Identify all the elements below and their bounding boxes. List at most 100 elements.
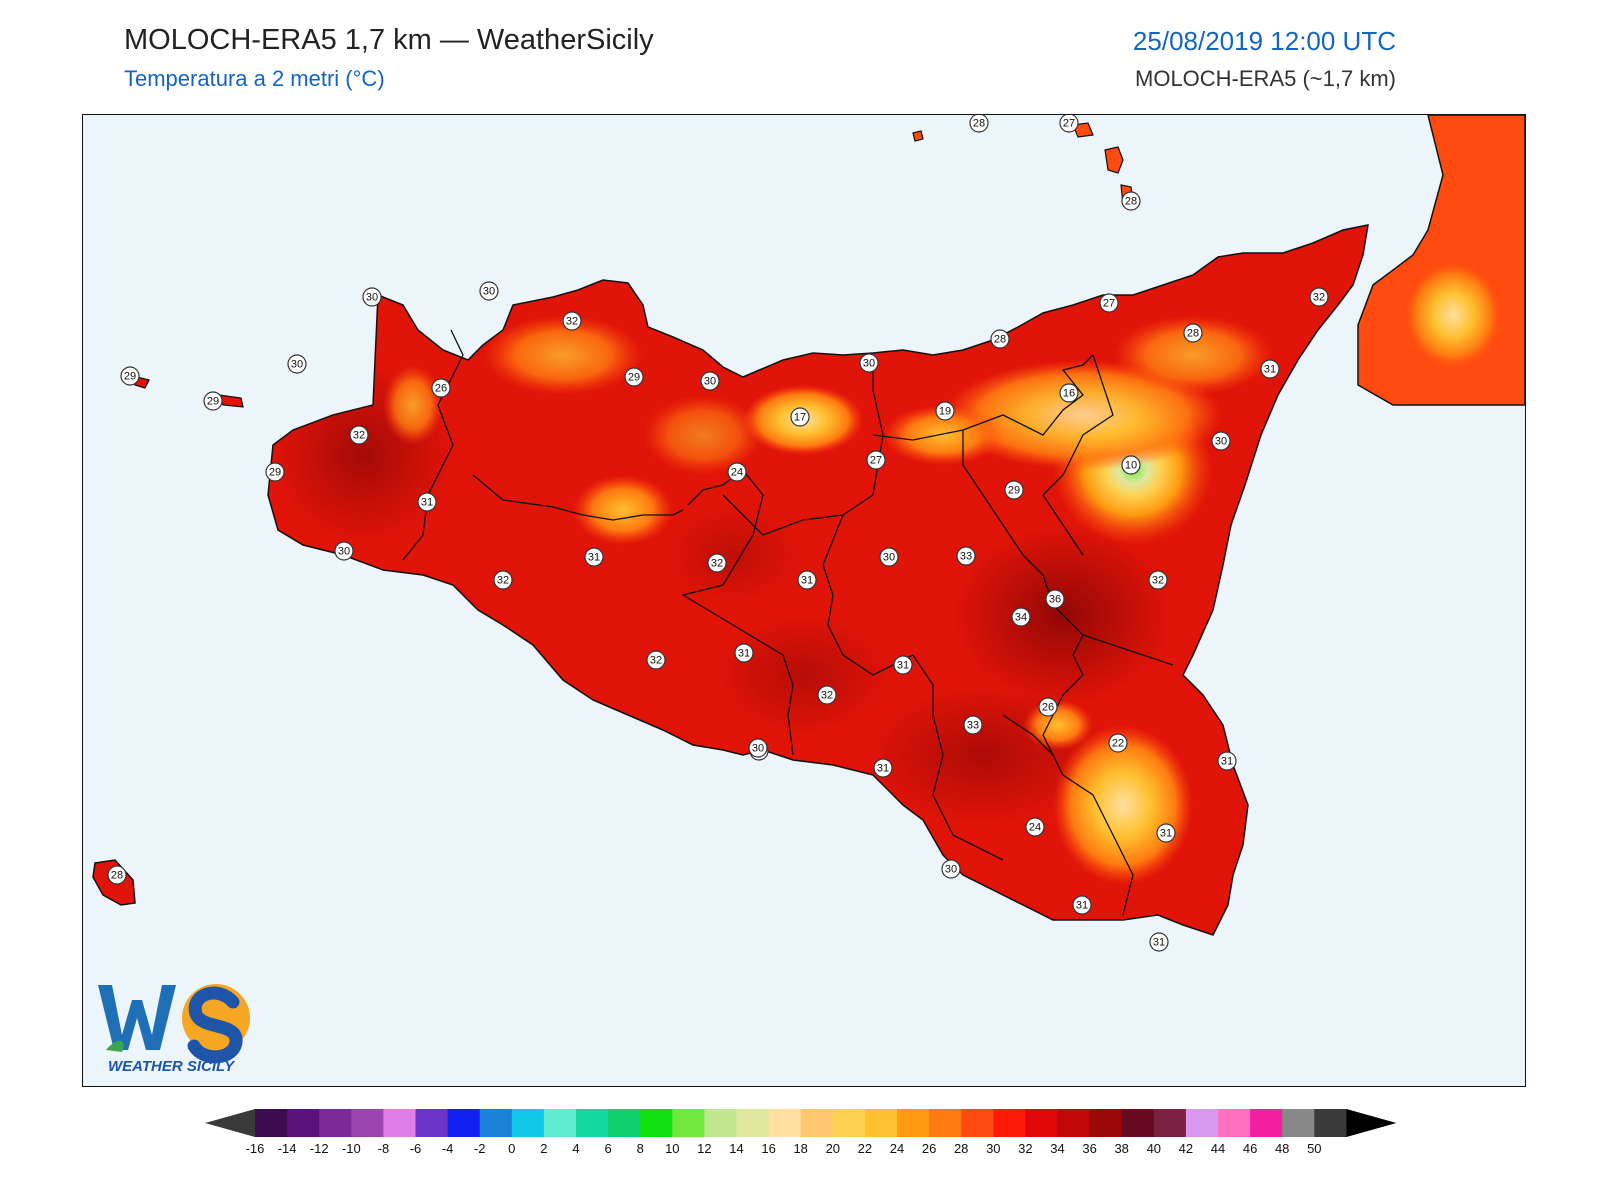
station-label: 27 <box>1059 115 1079 133</box>
station-label: 31 <box>1072 895 1092 915</box>
station-label-value: 29 <box>124 371 136 383</box>
colorbar-tick-label: 16 <box>761 1141 775 1156</box>
station-label: 31 <box>1156 823 1176 843</box>
colorbar-swatch <box>319 1109 352 1137</box>
colorbar-tick-label: -4 <box>442 1141 454 1156</box>
station-label-value: 30 <box>945 864 957 876</box>
station-label-value: 24 <box>1029 822 1041 834</box>
station-label: 28 <box>969 115 989 133</box>
colorbar-swatch <box>1089 1109 1123 1137</box>
station-label: 30 <box>287 354 307 374</box>
station-label-marker <box>1148 570 1168 590</box>
colorbar-swatch <box>768 1109 802 1137</box>
station-label: 29 <box>203 391 223 411</box>
station-label: 30 <box>941 859 961 879</box>
station-label-marker <box>1121 455 1141 475</box>
station-label-marker <box>790 407 810 427</box>
station-label-marker <box>646 650 666 670</box>
colorbar-tick-label: 50 <box>1307 1141 1321 1156</box>
station-label-value: 19 <box>939 406 951 418</box>
map-svg: 28 27 28 30 30 32 29 30 26 29 32 29 31 30 32 29 30 30 31 32… <box>92 115 1525 952</box>
station-label-value: 29 <box>1008 485 1020 497</box>
alicudi-island <box>912 130 924 142</box>
station-label-marker <box>1149 932 1169 952</box>
station-label-value: 29 <box>207 396 219 408</box>
station-label-value: 31 <box>1153 937 1165 949</box>
station-label-value: 30 <box>338 546 350 558</box>
colorbar-tick-label: 48 <box>1275 1141 1289 1156</box>
station-label: 32 <box>349 425 369 445</box>
station-label: 29 <box>265 462 285 482</box>
lipari-island <box>1104 146 1124 174</box>
station-label: 28 <box>990 329 1010 349</box>
station-label: 30 <box>859 353 879 373</box>
station-label-value: 31 <box>738 648 750 660</box>
colorbar-swatch <box>800 1109 834 1137</box>
station-label-marker <box>349 425 369 445</box>
colorbar-tick-label: 14 <box>729 1141 743 1156</box>
salina-island <box>1072 122 1094 138</box>
colorbar-tick-label: 26 <box>922 1141 936 1156</box>
station-label-value: 28 <box>111 870 123 882</box>
station-label: 28 <box>107 865 127 885</box>
station-label-marker <box>748 738 768 758</box>
station-label: 31 <box>584 547 604 567</box>
station-label-value: 30 <box>883 552 895 564</box>
station-label: 32 <box>1309 287 1329 307</box>
colorbar-swatch <box>479 1109 513 1137</box>
station-label-marker <box>700 371 720 391</box>
station-label-value: 32 <box>711 558 723 570</box>
station-label-value: 24 <box>731 467 743 479</box>
station-label: 32 <box>707 553 727 573</box>
station-label-marker <box>727 462 747 482</box>
station-label: 16 <box>1059 383 1079 403</box>
colorbar-swatch <box>415 1109 449 1137</box>
valid-datetime: 25/08/2019 12:00 UTC <box>1132 26 1396 56</box>
station-label-marker <box>941 859 961 879</box>
station-label-marker <box>734 643 754 663</box>
colorbar-swatch <box>929 1109 962 1137</box>
colorbar-swatch <box>1218 1109 1251 1137</box>
station-label: 24 <box>727 462 747 482</box>
colorbar-tick-label: 36 <box>1082 1141 1096 1156</box>
colorbar-tick-label: 20 <box>826 1141 840 1156</box>
station-label: 31 <box>893 655 913 675</box>
station-label-marker <box>1059 115 1079 133</box>
station-label-marker <box>265 462 285 482</box>
colorbar-swatch <box>832 1109 866 1137</box>
station-label-value: 30 <box>291 359 303 371</box>
colorbar-swatch <box>736 1109 770 1137</box>
station-label: 31 <box>1217 751 1237 771</box>
colorbar-swatch <box>543 1109 577 1137</box>
colorbar-tick-label: -14 <box>278 1141 297 1156</box>
station-label: 32 <box>817 685 837 705</box>
station-label: 30 <box>748 738 768 758</box>
colorbar-tick-label: 40 <box>1147 1141 1161 1156</box>
station-label: 36 <box>1045 589 1065 609</box>
province-boundaries <box>402 329 1174 916</box>
station-label-value: 31 <box>1076 900 1088 912</box>
station-label-marker <box>1004 480 1024 500</box>
station-label: 22 <box>1108 733 1128 753</box>
station-label-value: 34 <box>1015 612 1027 624</box>
temperature-map[interactable]: 28 27 28 30 30 32 29 30 26 29 32 29 31 30 32 29 30 30 31 32… <box>82 114 1526 1087</box>
station-label-marker <box>431 378 451 398</box>
colorbar-swatch <box>961 1109 994 1137</box>
station-label-marker <box>1059 383 1079 403</box>
station-label-value: 27 <box>1103 298 1115 310</box>
station-label-marker <box>203 391 223 411</box>
station-label-marker <box>1072 895 1092 915</box>
station-label-marker <box>893 655 913 675</box>
station-label: 27 <box>866 450 886 470</box>
station-label-value: 30 <box>752 743 764 755</box>
station-label-marker <box>817 685 837 705</box>
station-label-marker <box>1011 607 1031 627</box>
colorbar-swatch <box>447 1109 481 1137</box>
station-label-marker <box>1211 431 1231 451</box>
model-name: MOLOCH-ERA5 (~1,7 km) <box>1135 66 1396 91</box>
station-label-value: 30 <box>863 358 875 370</box>
colorbar-swatch <box>608 1109 641 1137</box>
colorbar-swatch <box>255 1109 288 1137</box>
station-label-marker <box>1217 751 1237 771</box>
station-label-value: 26 <box>435 383 447 395</box>
